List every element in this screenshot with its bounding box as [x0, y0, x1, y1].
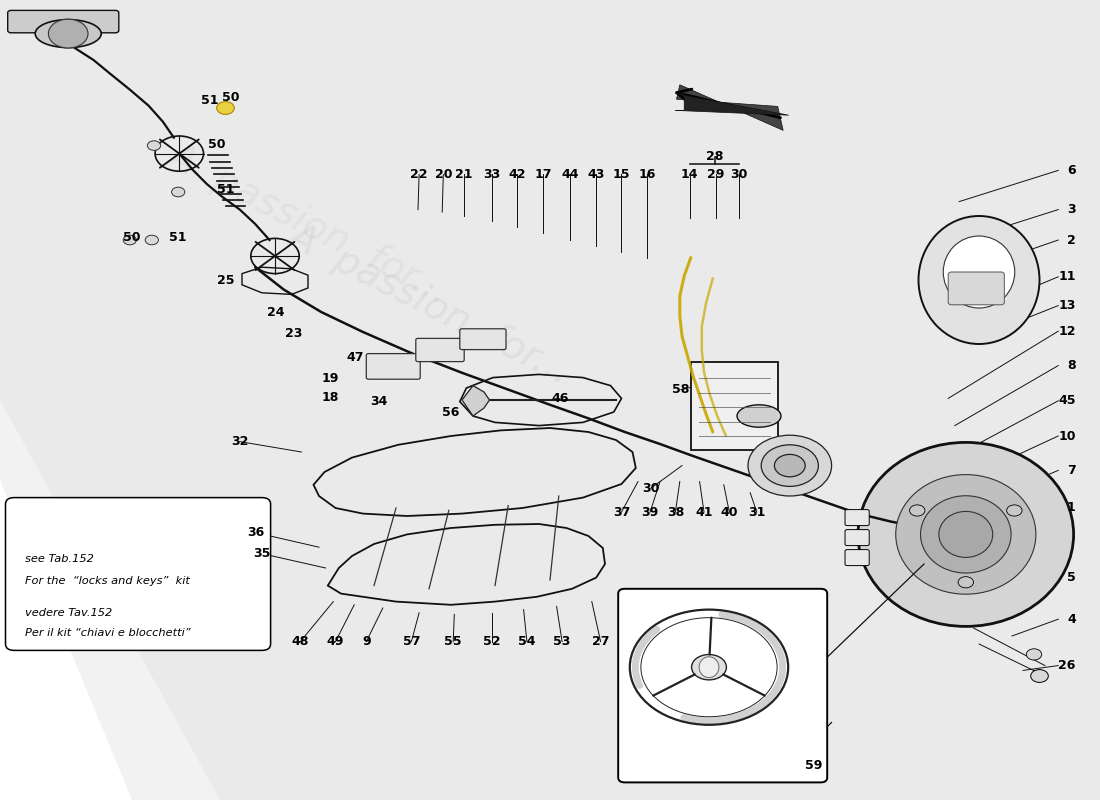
Text: 11: 11	[1058, 270, 1076, 283]
FancyBboxPatch shape	[416, 338, 464, 362]
Text: 30: 30	[642, 482, 660, 494]
Text: 42: 42	[508, 168, 526, 181]
Circle shape	[692, 654, 726, 680]
Circle shape	[748, 435, 832, 496]
Text: 38: 38	[667, 506, 684, 518]
Text: 26: 26	[1058, 659, 1076, 672]
Circle shape	[147, 141, 161, 150]
Text: 13: 13	[1058, 299, 1076, 312]
Ellipse shape	[895, 474, 1036, 594]
Text: 36: 36	[248, 526, 265, 539]
Ellipse shape	[944, 236, 1014, 308]
Text: 2: 2	[1067, 234, 1076, 246]
Circle shape	[217, 102, 234, 114]
FancyBboxPatch shape	[6, 498, 271, 650]
Text: 25: 25	[217, 274, 234, 286]
Text: A  passion  for...: A passion for...	[161, 137, 455, 311]
Circle shape	[123, 235, 136, 245]
Text: 52: 52	[483, 635, 500, 648]
Text: 51: 51	[169, 231, 187, 244]
FancyBboxPatch shape	[845, 510, 869, 526]
Polygon shape	[462, 386, 490, 416]
Text: 59: 59	[805, 759, 823, 772]
Ellipse shape	[700, 657, 719, 678]
Text: 50: 50	[208, 138, 226, 150]
Text: 45: 45	[1058, 394, 1076, 407]
Text: 22: 22	[410, 168, 428, 181]
Circle shape	[1026, 649, 1042, 660]
Text: 8: 8	[1067, 359, 1076, 372]
Text: 57: 57	[403, 635, 420, 648]
Text: 24: 24	[267, 306, 285, 318]
Circle shape	[172, 187, 185, 197]
Text: 10: 10	[1058, 430, 1076, 442]
Text: 27: 27	[592, 635, 609, 648]
Text: 55: 55	[444, 635, 462, 648]
Circle shape	[761, 445, 818, 486]
Text: 18: 18	[321, 391, 339, 404]
Text: 50: 50	[222, 91, 240, 104]
Circle shape	[774, 454, 805, 477]
FancyBboxPatch shape	[460, 329, 506, 350]
FancyBboxPatch shape	[8, 10, 119, 33]
Text: 23: 23	[285, 327, 303, 340]
Text: 53: 53	[553, 635, 571, 648]
Text: 31: 31	[748, 506, 766, 518]
Text: 39: 39	[641, 506, 659, 518]
Ellipse shape	[858, 442, 1074, 626]
Circle shape	[910, 505, 925, 516]
Text: 6: 6	[1067, 164, 1076, 177]
FancyBboxPatch shape	[366, 354, 420, 379]
Text: 15: 15	[613, 168, 630, 181]
Ellipse shape	[918, 216, 1040, 344]
Ellipse shape	[921, 496, 1011, 573]
Text: For the  “locks and keys”  kit: For the “locks and keys” kit	[25, 576, 190, 586]
FancyBboxPatch shape	[618, 589, 827, 782]
Text: 30: 30	[730, 168, 748, 181]
Text: A  passion  for...: A passion for...	[282, 217, 576, 391]
Text: 16: 16	[638, 168, 656, 181]
Polygon shape	[675, 94, 789, 115]
Text: 51: 51	[201, 94, 219, 107]
Text: 33: 33	[483, 168, 500, 181]
Text: 50: 50	[123, 231, 141, 244]
FancyBboxPatch shape	[948, 272, 1004, 305]
Text: 32: 32	[231, 435, 249, 448]
Text: 58: 58	[672, 383, 690, 396]
Text: 43: 43	[587, 168, 605, 181]
Text: 51: 51	[217, 183, 234, 196]
Text: 5: 5	[1067, 571, 1076, 584]
Text: 20: 20	[434, 168, 452, 181]
Text: 48: 48	[292, 635, 309, 648]
Circle shape	[958, 577, 974, 588]
Ellipse shape	[938, 511, 992, 558]
Text: 9: 9	[362, 635, 371, 648]
Ellipse shape	[35, 19, 101, 48]
Text: 56: 56	[442, 406, 460, 419]
Text: 49: 49	[327, 635, 344, 648]
Text: 54: 54	[518, 635, 536, 648]
Text: 12: 12	[1058, 325, 1076, 338]
FancyBboxPatch shape	[845, 530, 869, 546]
Circle shape	[48, 19, 88, 48]
Text: 34: 34	[370, 395, 387, 408]
Text: 47: 47	[346, 351, 364, 364]
Circle shape	[1031, 670, 1048, 682]
Text: 3: 3	[1067, 203, 1076, 216]
Text: 46: 46	[551, 392, 569, 405]
Ellipse shape	[737, 405, 781, 427]
Text: 41: 41	[695, 506, 713, 518]
Text: Per il kit “chiavi e blocchetti”: Per il kit “chiavi e blocchetti”	[25, 628, 191, 638]
Text: 35: 35	[253, 547, 271, 560]
Text: 29: 29	[707, 168, 725, 181]
Circle shape	[1006, 505, 1022, 516]
Text: 28: 28	[706, 150, 724, 163]
Polygon shape	[676, 85, 783, 130]
Text: 17: 17	[535, 168, 552, 181]
Text: 1: 1	[1067, 501, 1076, 514]
Text: 21: 21	[455, 168, 473, 181]
Text: 7: 7	[1067, 464, 1076, 477]
Text: 19: 19	[321, 372, 339, 385]
